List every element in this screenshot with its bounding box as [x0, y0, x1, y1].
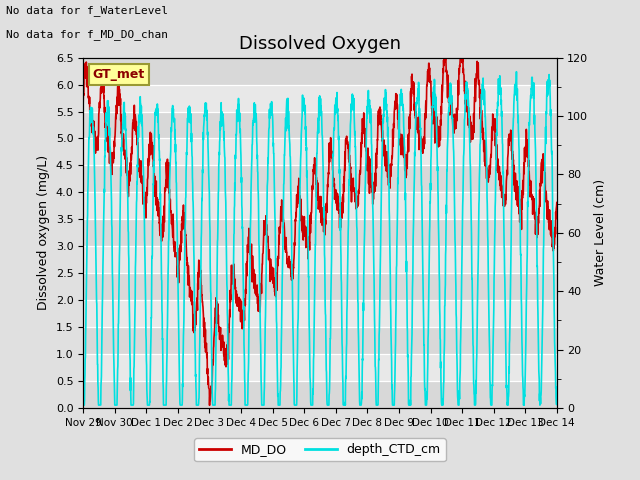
Y-axis label: Dissolved oxygen (mg/L): Dissolved oxygen (mg/L)	[37, 155, 50, 311]
Legend: MD_DO, depth_CTD_cm: MD_DO, depth_CTD_cm	[195, 438, 445, 461]
Bar	[83, 111, 557, 138]
Bar	[83, 219, 557, 246]
Text: No data for f_WaterLevel: No data for f_WaterLevel	[6, 5, 168, 16]
Bar	[83, 381, 557, 408]
Text: No data for f_MD_DO_chan: No data for f_MD_DO_chan	[6, 29, 168, 40]
Bar	[83, 327, 557, 354]
Bar	[83, 354, 557, 381]
Text: GT_met: GT_met	[93, 68, 145, 81]
Bar	[83, 300, 557, 327]
Y-axis label: Water Level (cm): Water Level (cm)	[594, 179, 607, 287]
Bar	[83, 273, 557, 300]
Bar	[83, 192, 557, 219]
Bar	[83, 84, 557, 111]
Bar	[83, 138, 557, 166]
Title: Dissolved Oxygen: Dissolved Oxygen	[239, 35, 401, 53]
Bar	[83, 246, 557, 273]
Bar	[83, 166, 557, 192]
Bar	[83, 58, 557, 84]
